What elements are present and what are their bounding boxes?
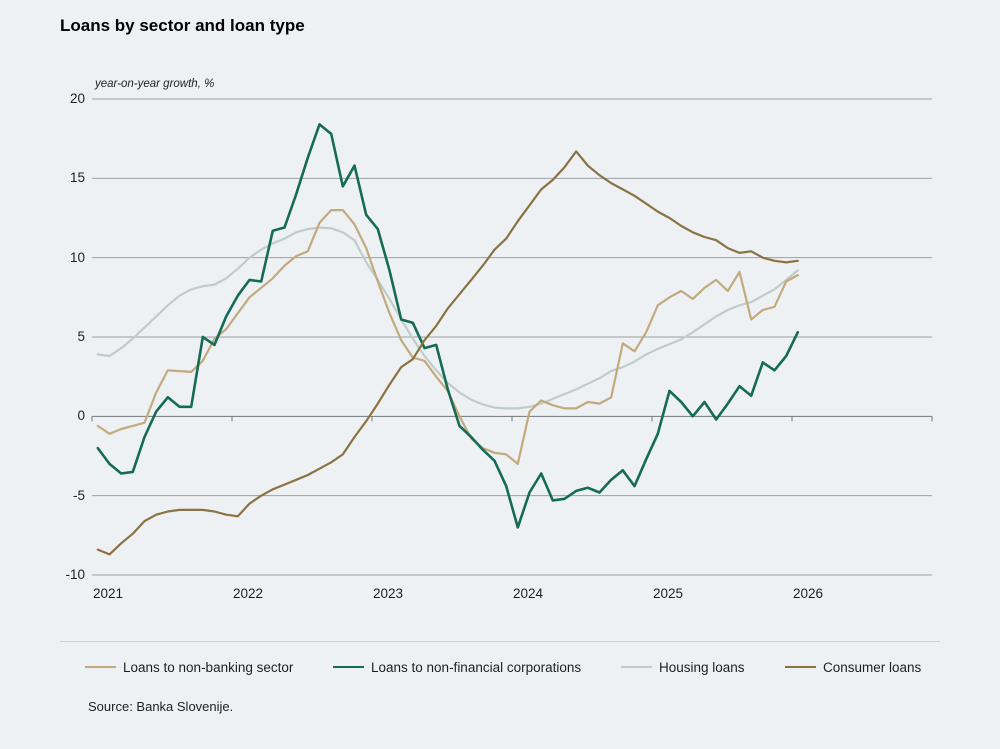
- chart-title: Loans by sector and loan type: [60, 16, 305, 35]
- x-axis-tick-label: 2025: [652, 586, 684, 601]
- x-axis-tick-label: 2021: [92, 586, 124, 601]
- legend-item-housing-loans: Housing loans: [621, 659, 745, 675]
- series-line-2: [96, 226, 799, 410]
- axis-unit-label: year-on-year growth, %: [95, 78, 215, 90]
- legend-separator: [60, 641, 940, 642]
- legend-label: Loans to non-financial corporations: [371, 659, 582, 675]
- legend-item-non-financial-corporations: Loans to non-financial corporations: [333, 659, 581, 675]
- legend-swatch-consumer-loans: [785, 665, 816, 669]
- legend-swatch-non-banking-sector: [85, 665, 116, 669]
- legend-item-consumer-loans: Consumer loans: [785, 659, 921, 675]
- x-axis-tick-label: 2024: [512, 586, 544, 601]
- series-line-3: [96, 150, 799, 556]
- y-axis-tick-label: 15: [69, 170, 85, 186]
- y-axis-tick-label: -10: [65, 566, 85, 582]
- y-axis-tick-label: -5: [72, 487, 85, 503]
- y-axis-tick-label: 0: [77, 408, 85, 424]
- y-axis-tick-label: 5: [77, 328, 85, 344]
- legend-label: Housing loans: [659, 659, 745, 675]
- legend-swatch-housing-loans: [621, 665, 652, 669]
- x-axis-tick-label: 2023: [372, 586, 404, 601]
- legend-item-non-banking-sector: Loans to non-banking sector: [85, 659, 293, 675]
- x-axis-tick-label: 2022: [232, 586, 264, 601]
- y-axis-tick-label: 10: [69, 249, 85, 265]
- x-axis-tick-label: 2026: [792, 586, 824, 601]
- source-attribution: Source: Banka Slovenije.: [88, 699, 234, 714]
- legend-swatch-non-financial-corporations: [333, 665, 364, 669]
- legend-label: Loans to non-banking sector: [123, 659, 294, 675]
- y-axis-tick-label: 20: [69, 90, 85, 106]
- legend-label: Consumer loans: [823, 659, 922, 675]
- series-line-1: [96, 123, 800, 529]
